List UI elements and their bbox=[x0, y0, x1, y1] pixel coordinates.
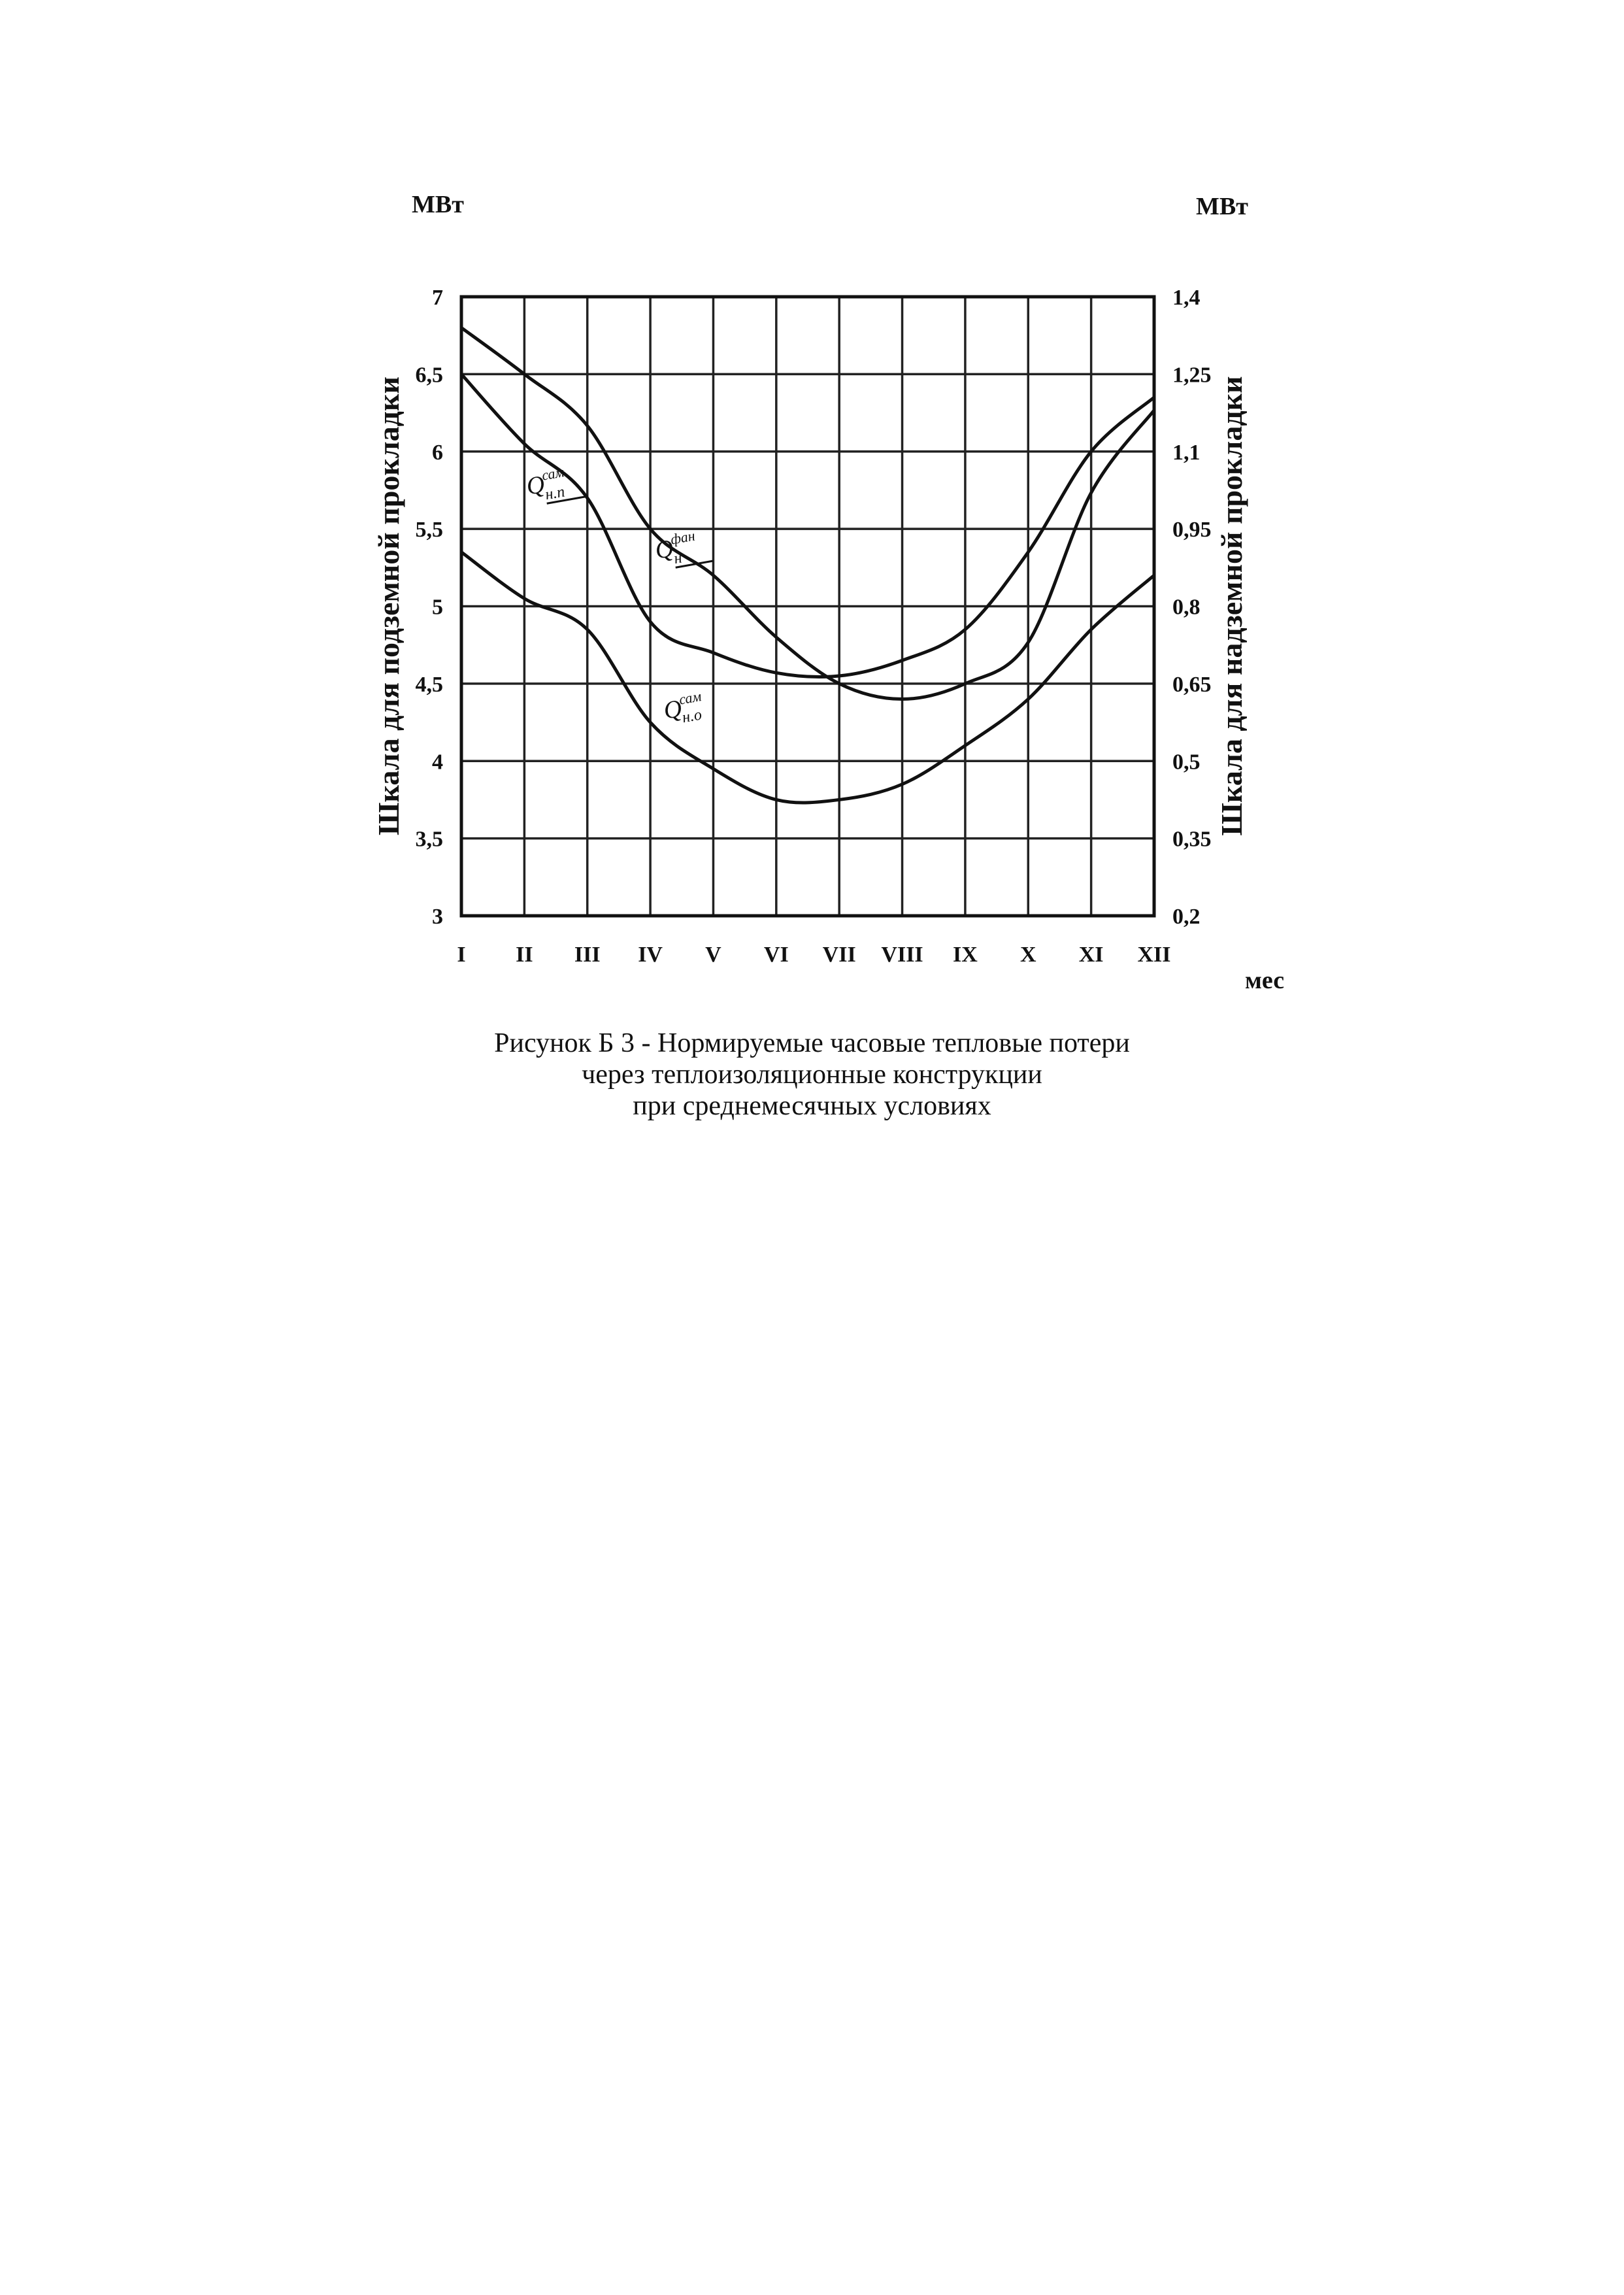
svg-text:н: н bbox=[672, 550, 683, 568]
x-tick-label: V bbox=[705, 943, 721, 967]
caption-line-3: при среднемесячных условиях bbox=[633, 1091, 991, 1121]
plot-frame bbox=[459, 295, 1156, 918]
x-tick-label: I bbox=[457, 943, 465, 967]
x-tick-label: X bbox=[1020, 943, 1036, 967]
x-tick-label: IV bbox=[638, 943, 663, 967]
x-tick-label: VI bbox=[764, 943, 789, 967]
left-tick-label: 6 bbox=[432, 441, 443, 465]
right-tick-label: 0,2 bbox=[1172, 905, 1201, 929]
left-axis-ticks: 7 6,5 6 5,5 5 4,5 4 3,5 3 bbox=[416, 286, 444, 929]
left-tick-label: 4,5 bbox=[416, 673, 444, 697]
left-tick-label: 7 bbox=[432, 286, 443, 310]
figure-caption: Рисунок Б 3 - Нормируемые часовые теплов… bbox=[0, 1028, 1624, 1122]
svg-text:н.о: н.о bbox=[681, 706, 703, 726]
right-tick-label: 0,5 bbox=[1172, 750, 1201, 774]
x-tick-label: IX bbox=[953, 943, 978, 967]
left-tick-label: 3 bbox=[432, 905, 443, 929]
left-tick-label: 5,5 bbox=[416, 518, 444, 542]
right-axis-ticks: 1,4 1,25 1,1 0,95 0,8 0,65 0,5 0,35 0,2 bbox=[1172, 286, 1212, 929]
series-label-q-np: Q сам н.п bbox=[524, 463, 589, 505]
x-axis-ticks: I II III IV V VI VII VIII IX X XI XII bbox=[457, 943, 1170, 967]
right-axis-title: Шкала для надземной прокладки bbox=[1215, 376, 1248, 835]
right-tick-label: 1,4 bbox=[1172, 286, 1201, 310]
x-tick-label: XI bbox=[1079, 943, 1104, 967]
series-line-1 bbox=[459, 550, 1156, 805]
left-unit-label: МВт bbox=[412, 191, 464, 218]
x-tick-label: II bbox=[516, 943, 533, 967]
caption-line-2: через теплоизоляционные конструкции bbox=[582, 1060, 1042, 1090]
right-unit-label: МВт bbox=[1196, 193, 1248, 220]
series-line-2 bbox=[459, 326, 1156, 701]
right-tick-label: 1,25 bbox=[1172, 363, 1212, 387]
left-axis-title: Шкала для подземной прокладки bbox=[372, 377, 405, 835]
x-tick-label: III bbox=[574, 943, 601, 967]
x-tick-label: XII bbox=[1137, 943, 1170, 967]
series-label-q-n: Q фан н bbox=[653, 528, 714, 569]
left-tick-label: 3,5 bbox=[416, 828, 444, 852]
right-tick-label: 0,95 bbox=[1172, 518, 1212, 542]
right-tick-label: 0,65 bbox=[1172, 673, 1212, 697]
series-label-q-no: Q сам н.о bbox=[661, 688, 703, 726]
left-tick-label: 4 bbox=[432, 750, 443, 774]
left-tick-label: 6,5 bbox=[416, 363, 444, 387]
svg-text:фан: фан bbox=[669, 528, 696, 548]
svg-text:сам: сам bbox=[540, 463, 565, 484]
grid bbox=[461, 297, 1154, 916]
right-tick-label: 0,8 bbox=[1172, 595, 1201, 620]
svg-text:сам: сам bbox=[678, 688, 703, 708]
series-line-0 bbox=[459, 372, 1156, 679]
caption-line-1: Рисунок Б 3 - Нормируемые часовые теплов… bbox=[494, 1028, 1130, 1058]
x-tick-label: VIII bbox=[881, 943, 923, 967]
right-tick-label: 1,1 bbox=[1172, 441, 1201, 465]
x-axis-title: мес bbox=[1245, 967, 1284, 994]
series-lines bbox=[459, 326, 1156, 805]
right-tick-label: 0,35 bbox=[1172, 828, 1212, 852]
x-tick-label: VII bbox=[823, 943, 856, 967]
left-tick-label: 5 bbox=[432, 595, 443, 620]
